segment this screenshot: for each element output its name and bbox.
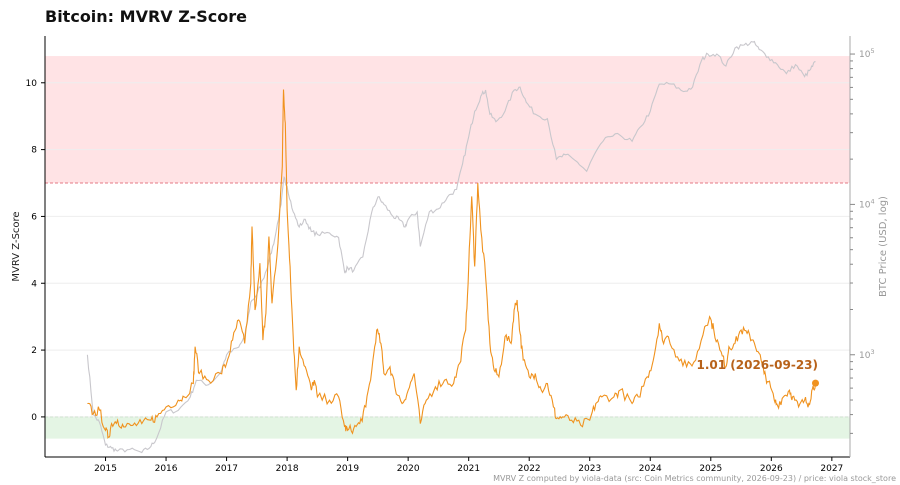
- x-tick-label: 2024: [639, 464, 662, 474]
- chart-title: Bitcoin: MVRV Z-Score: [45, 7, 247, 26]
- y-tick-label: 8: [31, 146, 37, 156]
- y-axis-label: MVRV Z-Score: [11, 211, 22, 281]
- x-tick-label: 2026: [760, 464, 783, 474]
- x-tick-label: 2021: [457, 464, 480, 474]
- x-tick-label: 2022: [518, 464, 541, 474]
- y-tick-label: 6: [31, 212, 37, 222]
- x-tick-label: 2015: [94, 464, 117, 474]
- x-tick-label: 2019: [336, 464, 359, 474]
- source-footnote: MVRV Z computed by viola-data (src: Coin…: [493, 474, 896, 483]
- x-tick-label: 2016: [155, 464, 178, 474]
- y-tick-label: 2: [31, 346, 37, 356]
- x-tick-label: 2017: [215, 464, 238, 474]
- series-mvrv-zscore: [87, 89, 817, 439]
- x-tick-label: 2025: [699, 464, 722, 474]
- y-tick-label: 0: [31, 413, 37, 423]
- y2-axis-label: BTC Price (USD, log): [878, 196, 889, 297]
- x-tick-label: 2018: [276, 464, 299, 474]
- y2-tick-label: 103: [859, 348, 875, 361]
- y-tick-label: 10: [26, 79, 38, 89]
- band-overheated: [45, 56, 850, 184]
- latest-value-marker: [812, 379, 819, 387]
- x-tick-label: 2020: [397, 464, 420, 474]
- y-tick-label: 4: [31, 279, 37, 289]
- y2-tick-label: 105: [859, 47, 875, 60]
- y2-tick-label: 104: [859, 197, 875, 210]
- x-tick-label: 2027: [820, 464, 843, 474]
- latest-value-annotation: 1.01 (2026-09-23): [696, 358, 818, 372]
- band-undervalued: [45, 416, 850, 439]
- x-tick-label: 2023: [578, 464, 601, 474]
